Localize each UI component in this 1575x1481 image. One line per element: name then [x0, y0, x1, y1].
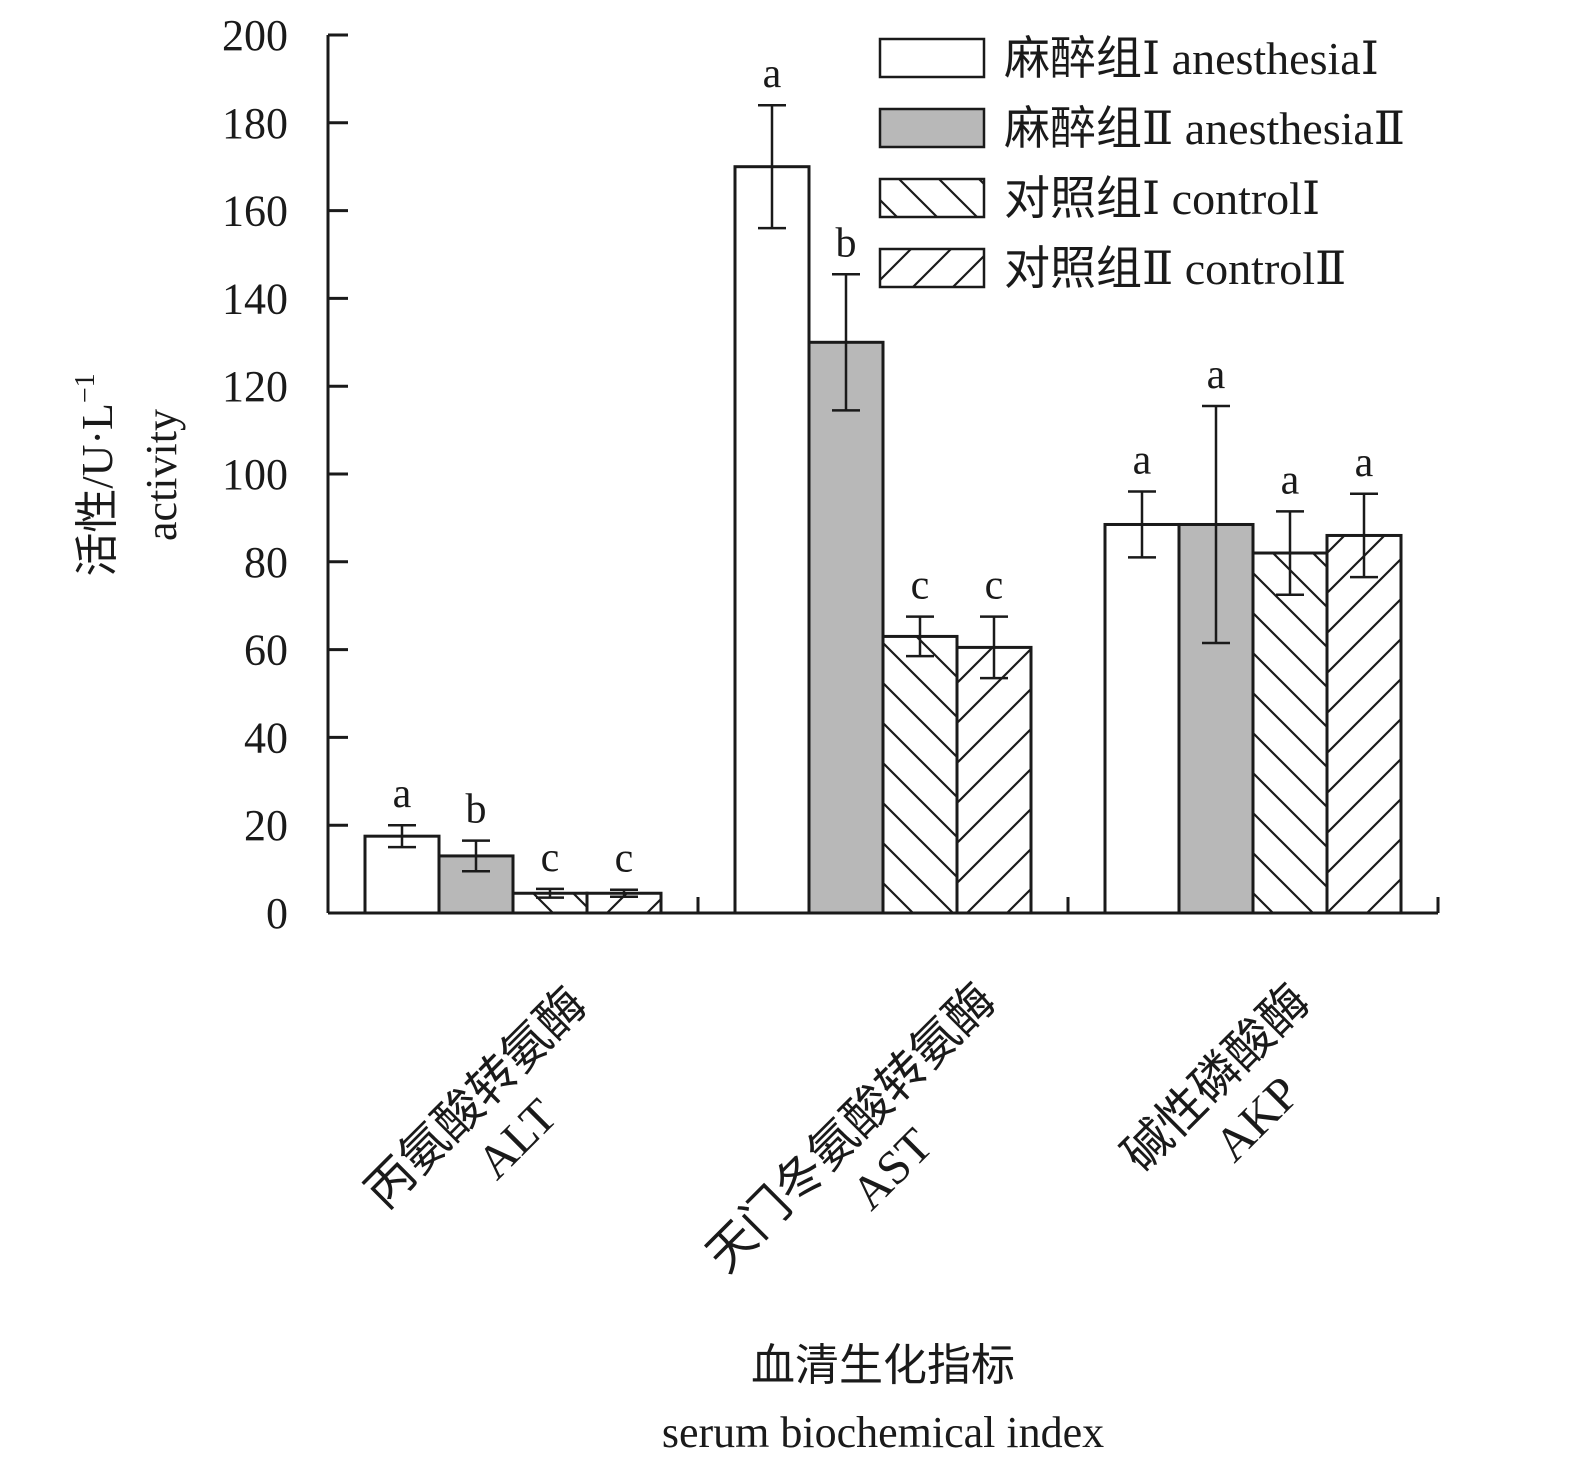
significance-letter: a: [1281, 457, 1300, 503]
bar-akp-series-3: [1251, 551, 1329, 915]
significance-letter: a: [393, 771, 412, 817]
y-axis-title: 活性/U·L−1: [70, 373, 122, 576]
legend-label-series-2: 麻醉组Ⅱ anesthesiaⅡ: [1004, 103, 1405, 154]
significance-letter: a: [1355, 440, 1374, 486]
significance-letter: b: [466, 787, 487, 833]
bar-akp-series-4: [1325, 533, 1403, 915]
category-label-cn: 碱性磷酸酶: [1113, 975, 1320, 1182]
bar-ast-series-1: [733, 165, 811, 915]
y-axis-title-cn: 活性/U·L: [73, 403, 122, 577]
legend-swatch-series-4: [878, 247, 986, 289]
legend-swatch-series-1: [878, 37, 986, 79]
y-tick-label: 120: [222, 362, 288, 411]
x-axis-title-en: serum biochemical index: [662, 1408, 1104, 1457]
y-axis-title-unit-exponent: −1: [70, 373, 101, 403]
y-tick-label: 100: [222, 450, 288, 499]
legend-label-series-3: 对照组Ⅰ controlⅠ: [1004, 173, 1320, 224]
significance-letter: a: [763, 51, 782, 97]
x-axis-title-cn: 血清生化指标: [751, 1341, 1015, 1390]
bar-ast-series-2: [807, 340, 885, 915]
legend-label-series-4: 对照组Ⅱ controlⅡ: [1004, 243, 1346, 294]
y-tick-label: 140: [222, 274, 288, 323]
significance-letter: c: [541, 835, 560, 881]
significance-letter: b: [836, 220, 857, 266]
category-label-cn: 天门冬氨酸转氨酶: [697, 974, 1006, 1283]
y-tick-label: 200: [222, 11, 288, 60]
y-axis-title-en: activity: [137, 409, 186, 541]
bar-ast-series-4: [955, 645, 1033, 915]
bar-akp-series-1: [1103, 522, 1181, 915]
y-tick-label: 40: [244, 713, 288, 762]
y-tick-label: 180: [222, 99, 288, 148]
significance-letter: c: [985, 563, 1004, 609]
category-label-cn: 丙氨酸转氨酶: [356, 978, 597, 1219]
y-tick-label: 60: [244, 626, 288, 675]
significance-letter: c: [911, 563, 930, 609]
y-tick-label: 0: [266, 889, 288, 938]
significance-letter: a: [1133, 438, 1152, 484]
legend-label-series-1: 麻醉组Ⅰ anesthesiaⅠ: [1004, 33, 1379, 84]
y-tick-label: 20: [244, 801, 288, 850]
legend-swatch-series-3: [878, 177, 986, 219]
bar-ast-series-3: [881, 634, 959, 915]
y-tick-label: 160: [222, 187, 288, 236]
significance-letter: c: [615, 836, 634, 882]
y-tick-label: 80: [244, 538, 288, 587]
significance-letter: a: [1207, 352, 1226, 398]
legend-swatch-series-2: [878, 107, 986, 149]
